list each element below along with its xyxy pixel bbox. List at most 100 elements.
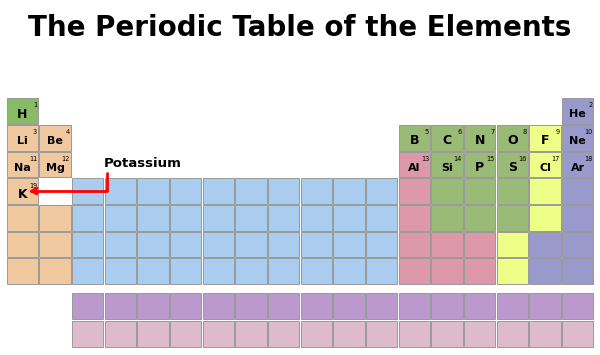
Bar: [137, 178, 169, 204]
Bar: [203, 232, 234, 257]
Bar: [334, 321, 365, 347]
Text: Li: Li: [17, 136, 28, 146]
Bar: [431, 152, 463, 177]
Bar: [40, 125, 71, 151]
Bar: [72, 321, 103, 347]
Text: 2: 2: [588, 103, 592, 108]
Bar: [104, 178, 136, 204]
Text: H: H: [17, 108, 28, 121]
Bar: [203, 258, 234, 284]
Bar: [529, 293, 560, 319]
Text: 7: 7: [490, 129, 494, 135]
Bar: [431, 293, 463, 319]
Text: 17: 17: [551, 156, 560, 162]
Bar: [464, 258, 496, 284]
Text: 11: 11: [29, 156, 37, 162]
Text: The Periodic Table of the Elements: The Periodic Table of the Elements: [28, 14, 572, 42]
Bar: [137, 293, 169, 319]
Bar: [72, 258, 103, 284]
Bar: [562, 152, 593, 177]
Text: 12: 12: [61, 156, 70, 162]
Text: Be: Be: [47, 136, 63, 146]
Bar: [235, 232, 266, 257]
Text: 3: 3: [33, 129, 37, 135]
Bar: [334, 258, 365, 284]
Bar: [529, 125, 560, 151]
Bar: [497, 293, 528, 319]
Bar: [268, 293, 299, 319]
Text: 13: 13: [421, 156, 429, 162]
Bar: [334, 232, 365, 257]
Text: Mg: Mg: [46, 163, 64, 173]
Bar: [464, 152, 496, 177]
Bar: [301, 258, 332, 284]
Bar: [7, 125, 38, 151]
Bar: [529, 178, 560, 204]
Bar: [529, 232, 560, 257]
Text: 9: 9: [556, 129, 560, 135]
Bar: [268, 321, 299, 347]
Text: 16: 16: [518, 156, 527, 162]
Bar: [137, 205, 169, 231]
Text: He: He: [569, 109, 586, 119]
Bar: [334, 205, 365, 231]
Bar: [497, 321, 528, 347]
Bar: [235, 258, 266, 284]
Bar: [529, 321, 560, 347]
Bar: [137, 258, 169, 284]
Bar: [104, 205, 136, 231]
Bar: [529, 152, 560, 177]
Bar: [497, 205, 528, 231]
Bar: [235, 293, 266, 319]
Text: F: F: [541, 135, 549, 147]
Text: Na: Na: [14, 163, 31, 173]
Bar: [398, 232, 430, 257]
Text: Cl: Cl: [539, 163, 551, 173]
Bar: [431, 178, 463, 204]
Bar: [104, 293, 136, 319]
Bar: [562, 205, 593, 231]
Bar: [301, 232, 332, 257]
Bar: [7, 232, 38, 257]
Bar: [268, 178, 299, 204]
Bar: [235, 205, 266, 231]
Bar: [497, 232, 528, 257]
Bar: [137, 232, 169, 257]
Text: Ne: Ne: [569, 136, 586, 146]
Bar: [72, 232, 103, 257]
Bar: [104, 232, 136, 257]
Bar: [235, 321, 266, 347]
Bar: [72, 293, 103, 319]
Bar: [7, 258, 38, 284]
Bar: [464, 232, 496, 257]
Bar: [562, 232, 593, 257]
Text: 18: 18: [584, 156, 592, 162]
Bar: [398, 293, 430, 319]
Bar: [170, 232, 202, 257]
Text: B: B: [410, 135, 419, 147]
Bar: [398, 125, 430, 151]
Bar: [7, 152, 38, 177]
Bar: [562, 98, 593, 124]
Bar: [7, 98, 38, 124]
Bar: [562, 178, 593, 204]
Text: S: S: [508, 161, 517, 174]
Bar: [72, 205, 103, 231]
Text: 4: 4: [65, 129, 70, 135]
Bar: [398, 258, 430, 284]
Bar: [72, 178, 103, 204]
Bar: [104, 258, 136, 284]
Bar: [235, 178, 266, 204]
Text: N: N: [475, 135, 485, 147]
Bar: [497, 178, 528, 204]
Bar: [40, 152, 71, 177]
Text: Si: Si: [441, 163, 453, 173]
Bar: [431, 125, 463, 151]
Bar: [40, 232, 71, 257]
Bar: [203, 293, 234, 319]
Bar: [366, 321, 397, 347]
Bar: [40, 205, 71, 231]
Bar: [562, 321, 593, 347]
Bar: [301, 178, 332, 204]
Bar: [170, 293, 202, 319]
